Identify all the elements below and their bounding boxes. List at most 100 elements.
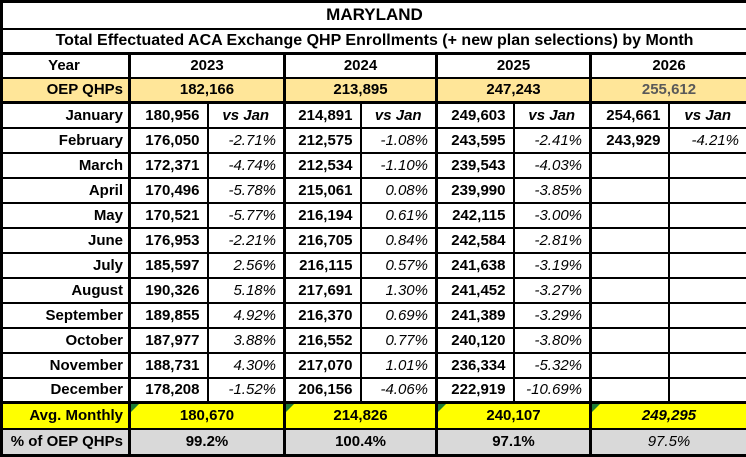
year-header-label: Year xyxy=(2,54,130,78)
vs-jan-value: 0.08% xyxy=(361,178,437,203)
month-label: February xyxy=(2,128,130,153)
year-2026-header: 2026 xyxy=(591,54,746,78)
vs-jan-value xyxy=(669,153,746,178)
enrollment-value: 239,990 xyxy=(437,178,514,203)
avg-monthly-label: Avg. Monthly xyxy=(2,403,130,429)
vs-jan-value: -1.08% xyxy=(361,128,437,153)
comment-corner-triangle xyxy=(592,404,600,412)
vs-jan-value xyxy=(669,303,746,328)
month-label: November xyxy=(2,353,130,378)
enrollment-value: 176,050 xyxy=(130,128,208,153)
enrollment-value xyxy=(591,353,669,378)
vs-jan-value: 1.30% xyxy=(361,278,437,303)
vs-jan-value: -2.81% xyxy=(514,228,591,253)
enrollment-value: 180,956 xyxy=(130,103,208,128)
enrollment-value: 185,597 xyxy=(130,253,208,278)
vs-jan-value: -3.00% xyxy=(514,203,591,228)
vs-jan-value: -4.21% xyxy=(669,128,746,153)
month-label: January xyxy=(2,103,130,128)
enrollment-value: 243,595 xyxy=(437,128,514,153)
avg-monthly-2024: 214,826 xyxy=(285,403,437,429)
vs-jan-value: -3.19% xyxy=(514,253,591,278)
pct-of-oep-2025: 97.1% xyxy=(437,429,591,456)
enrollment-value xyxy=(591,253,669,278)
vs-jan-value: 4.30% xyxy=(208,353,285,378)
enrollment-value: 254,661 xyxy=(591,103,669,128)
oep-qhps-2024: 213,895 xyxy=(285,78,437,103)
avg-monthly-2023: 180,670 xyxy=(130,403,285,429)
enrollment-value xyxy=(591,228,669,253)
vs-jan-value: 0.69% xyxy=(361,303,437,328)
enrollment-value: 178,208 xyxy=(130,378,208,403)
enrollment-value: 170,496 xyxy=(130,178,208,203)
vs-jan-value: 3.88% xyxy=(208,328,285,353)
month-label: September xyxy=(2,303,130,328)
enrollment-value: 216,194 xyxy=(285,203,361,228)
vs-jan-value: -1.10% xyxy=(361,153,437,178)
enrollment-value: 212,575 xyxy=(285,128,361,153)
vs-jan-value: -5.77% xyxy=(208,203,285,228)
vs-jan-value: -3.29% xyxy=(514,303,591,328)
vs-jan-value: -2.21% xyxy=(208,228,285,253)
vs-jan-value: -3.80% xyxy=(514,328,591,353)
pct-of-oep-label: % of OEP QHPs xyxy=(2,429,130,456)
enrollment-value: 190,326 xyxy=(130,278,208,303)
month-label: October xyxy=(2,328,130,353)
comment-corner-triangle xyxy=(438,404,446,412)
enrollment-value: 187,977 xyxy=(130,328,208,353)
enrollment-value: 241,452 xyxy=(437,278,514,303)
month-label: April xyxy=(2,178,130,203)
month-label: May xyxy=(2,203,130,228)
vs-jan-value: -3.85% xyxy=(514,178,591,203)
vs-jan-value: 4.92% xyxy=(208,303,285,328)
enrollment-value: 215,061 xyxy=(285,178,361,203)
enrollment-value xyxy=(591,153,669,178)
vs-jan-value: -3.27% xyxy=(514,278,591,303)
vs-jan-value: 2.56% xyxy=(208,253,285,278)
vs-jan-value: -5.78% xyxy=(208,178,285,203)
enrollment-value: 239,543 xyxy=(437,153,514,178)
vs-jan-value: 5.18% xyxy=(208,278,285,303)
vs-jan-value: vs Jan xyxy=(361,103,437,128)
vs-jan-value: 1.01% xyxy=(361,353,437,378)
year-2023-header: 2023 xyxy=(130,54,285,78)
enrollment-value: 249,603 xyxy=(437,103,514,128)
avg-monthly-row: Avg. Monthly 180,670 214,826 240,107 249… xyxy=(2,403,746,429)
vs-jan-value xyxy=(669,228,746,253)
vs-jan-value xyxy=(669,253,746,278)
vs-jan-value: -1.52% xyxy=(208,378,285,403)
vs-jan-value xyxy=(669,353,746,378)
oep-qhps-label: OEP QHPs xyxy=(2,78,130,103)
month-label: August xyxy=(2,278,130,303)
vs-jan-value xyxy=(669,178,746,203)
comment-corner-triangle xyxy=(131,404,139,412)
enrollment-value: 216,552 xyxy=(285,328,361,353)
pct-of-oep-row: % of OEP QHPs 99.2% 100.4% 97.1% 97.5% xyxy=(2,429,746,456)
enrollment-value xyxy=(591,303,669,328)
vs-jan-value: -4.74% xyxy=(208,153,285,178)
vs-jan-value: 0.84% xyxy=(361,228,437,253)
vs-jan-value: -4.06% xyxy=(361,378,437,403)
enrollment-value: 214,891 xyxy=(285,103,361,128)
subtitle-row: Total Effectuated ACA Exchange QHP Enrol… xyxy=(2,29,746,54)
vs-jan-value: -4.03% xyxy=(514,153,591,178)
enrollment-value: 242,584 xyxy=(437,228,514,253)
enrollment-value: 206,156 xyxy=(285,378,361,403)
vs-jan-value: 0.61% xyxy=(361,203,437,228)
enrollment-value: 216,370 xyxy=(285,303,361,328)
enrollment-value: 176,953 xyxy=(130,228,208,253)
year-2024-header: 2024 xyxy=(285,54,437,78)
year-header-row: Year 2023 2024 2025 2026 xyxy=(2,54,746,78)
enrollment-value: 217,070 xyxy=(285,353,361,378)
vs-jan-value xyxy=(669,378,746,403)
enrollment-value xyxy=(591,278,669,303)
